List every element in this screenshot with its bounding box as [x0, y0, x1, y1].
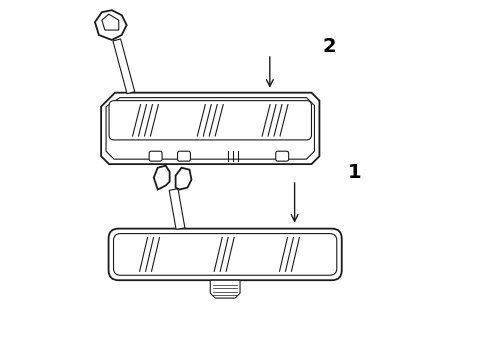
Text: 2: 2	[322, 37, 336, 55]
Polygon shape	[95, 10, 127, 40]
Polygon shape	[106, 98, 315, 159]
FancyBboxPatch shape	[149, 151, 162, 161]
FancyBboxPatch shape	[109, 100, 312, 140]
FancyBboxPatch shape	[177, 151, 191, 161]
Polygon shape	[113, 39, 135, 94]
Polygon shape	[210, 280, 240, 298]
FancyBboxPatch shape	[109, 229, 342, 280]
FancyBboxPatch shape	[114, 234, 337, 275]
Polygon shape	[101, 93, 319, 164]
Polygon shape	[102, 14, 119, 30]
Polygon shape	[169, 189, 185, 229]
Polygon shape	[154, 166, 170, 189]
Text: 1: 1	[347, 163, 361, 181]
Polygon shape	[175, 168, 192, 189]
FancyBboxPatch shape	[276, 151, 289, 161]
